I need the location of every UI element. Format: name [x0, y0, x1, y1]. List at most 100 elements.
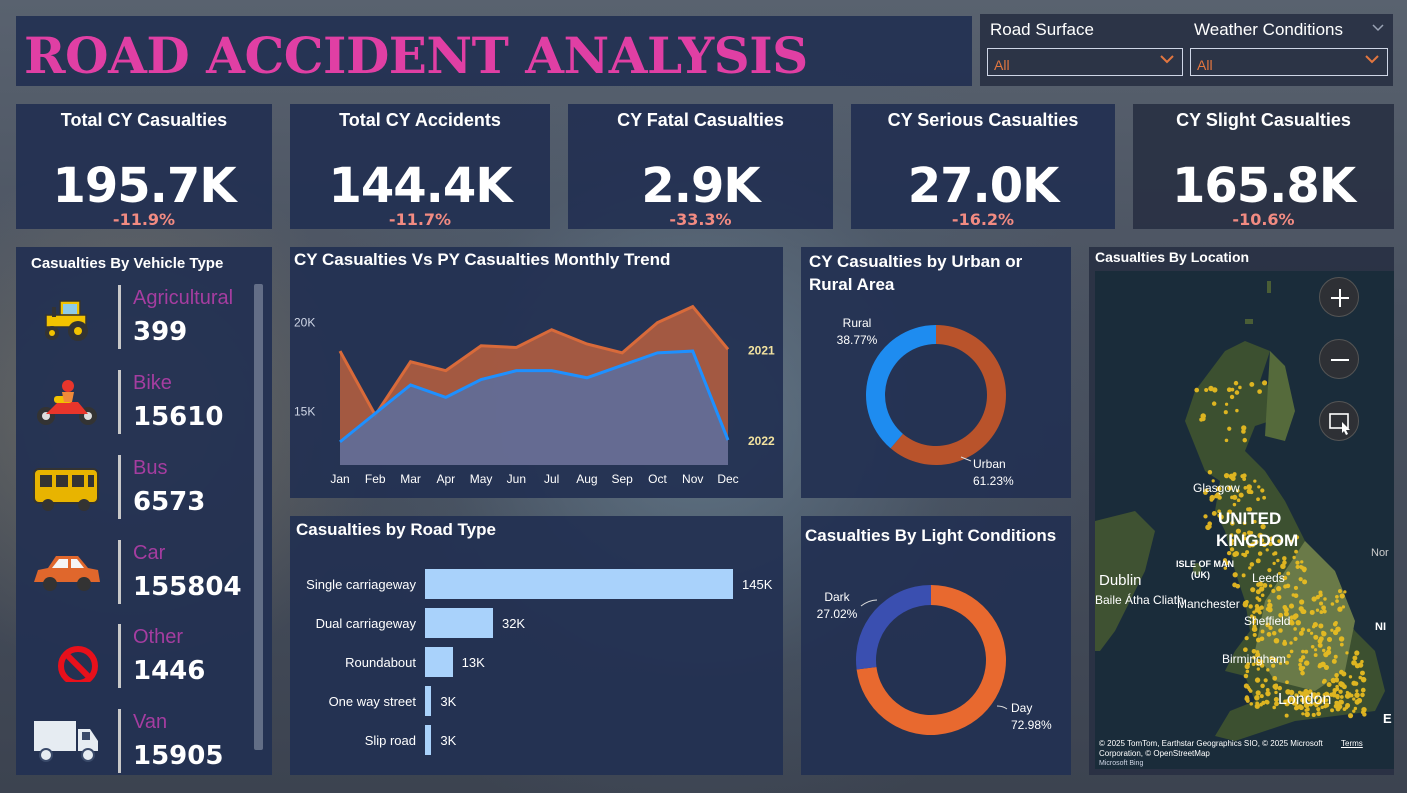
map-point [1289, 539, 1294, 544]
map-point [1265, 622, 1271, 628]
kpi-card-slight-casualties: CY Slight Casualties 165.8K -10.6% [1133, 104, 1394, 229]
map-point [1266, 631, 1272, 637]
map-point [1298, 630, 1304, 636]
trend-title: CY Casualties Vs PY Casualties Monthly T… [294, 250, 671, 269]
map-point [1310, 644, 1315, 649]
map-point [1211, 510, 1217, 516]
list-item[interactable]: Bus 6573 [16, 455, 256, 525]
map-title: Casualties By Location [1095, 249, 1250, 265]
vehicle-name: Other [133, 626, 184, 648]
map-point [1337, 606, 1343, 612]
map-point [1263, 678, 1268, 683]
kpi-change: -16.2% [951, 210, 1015, 229]
map-point [1200, 416, 1206, 422]
kpi-value: 27.0K [907, 158, 1060, 214]
map-point [1313, 648, 1318, 652]
map-point [1252, 619, 1256, 623]
map-point [1242, 437, 1248, 443]
map-terms-link[interactable]: Terms [1341, 739, 1363, 748]
map-point [1300, 606, 1304, 611]
map-point [1354, 650, 1360, 656]
list-item[interactable]: Agricultural 399 [16, 285, 256, 355]
map-point [1317, 642, 1323, 648]
bar-data-label: 145K [742, 577, 773, 592]
map-point [1356, 697, 1363, 704]
select-area-button[interactable] [1319, 401, 1359, 441]
donut-value-dark: 27.02% [817, 607, 858, 621]
map-point [1262, 380, 1268, 386]
chevron-down-icon[interactable] [1372, 24, 1384, 32]
kpi-change: -11.7% [388, 210, 452, 229]
map-point [1262, 495, 1267, 500]
vehicle-value: 155804 [133, 572, 242, 602]
page-title: ROAD ACCIDENT ANALYSIS [24, 26, 808, 85]
map-point [1255, 652, 1261, 658]
trend-chart: 2021 2022 Jan Feb Mar Apr May Jun Jul Aug Sep Oct No… [294, 304, 775, 486]
map-view[interactable]: UNITED KINGDOM Glasgow ISLE OF MAN (UK) … [1095, 271, 1394, 769]
map-point [1255, 589, 1261, 595]
map-point [1311, 596, 1317, 602]
map-point [1223, 566, 1228, 570]
map-point [1274, 690, 1278, 695]
series-area-2022 [340, 351, 728, 465]
weather-conditions-select[interactable]: All [1190, 48, 1388, 76]
vehicle-list-scrollbar[interactable] [254, 284, 263, 750]
map-point [1316, 707, 1321, 712]
map-point [1215, 492, 1221, 498]
vehicle-panel-title: Casualties By Vehicle Type [31, 255, 224, 272]
urban-donut-chart: Urban 61.23% Rural 38.77% [837, 316, 1014, 488]
x-tick-label: Dec [717, 472, 738, 486]
map-point [1300, 655, 1306, 660]
map-point [1241, 429, 1246, 434]
map-point [1362, 712, 1367, 717]
map-point [1235, 408, 1239, 413]
map-point [1322, 648, 1326, 653]
map-label-country2: KINGDOM [1216, 531, 1299, 550]
map-point [1247, 687, 1252, 692]
bar-one-way-street[interactable] [425, 686, 432, 716]
map-label-e: E [1383, 711, 1392, 726]
list-item[interactable]: Car 155804 [16, 540, 256, 610]
list-item[interactable]: Van 15905 [16, 709, 256, 779]
bar-slip-road[interactable] [425, 725, 432, 755]
x-tick-label: Jun [507, 472, 526, 486]
map-point [1260, 683, 1265, 689]
leader-line [996, 705, 1008, 710]
kpi-value: 144.4K [328, 158, 512, 214]
map-point [1233, 550, 1240, 557]
map-point [1240, 474, 1245, 479]
map-point [1300, 627, 1306, 632]
map-point [1255, 637, 1261, 643]
map-point [1345, 651, 1349, 655]
map-point [1322, 678, 1327, 684]
road-surface-select[interactable]: All [987, 48, 1183, 76]
map-point [1254, 677, 1261, 683]
bar-single-carriageway[interactable] [425, 569, 733, 599]
map-brand: Microsoft Bing [1099, 760, 1144, 767]
map-point [1246, 507, 1250, 512]
map-point [1241, 425, 1247, 431]
map-point [1254, 703, 1260, 709]
list-item[interactable]: Bike 15610 [16, 370, 256, 440]
bar-data-label: 3K [440, 733, 457, 748]
map-point [1295, 564, 1300, 570]
vehicle-value: 15905 [133, 741, 224, 771]
vehicle-name: Car [133, 542, 166, 564]
map-point [1341, 605, 1346, 609]
zoom-out-button[interactable] [1319, 339, 1359, 379]
x-tick-label: Apr [436, 472, 455, 486]
road-title: Casualties by Road Type [296, 520, 496, 539]
donut-value-day: 72.98% [1011, 718, 1052, 732]
bar-roundabout[interactable] [425, 647, 453, 677]
map-point [1292, 555, 1296, 560]
map-point [1226, 550, 1232, 556]
map-point [1250, 614, 1254, 618]
map-point [1223, 472, 1230, 479]
map-point [1294, 693, 1298, 697]
map-label-birmingham: Birmingham [1222, 652, 1287, 666]
map-point [1268, 541, 1273, 547]
map-point [1323, 597, 1327, 601]
list-item[interactable]: Other 1446 [16, 624, 256, 694]
zoom-in-button[interactable] [1319, 277, 1359, 317]
bar-dual-carriageway[interactable] [425, 608, 493, 638]
